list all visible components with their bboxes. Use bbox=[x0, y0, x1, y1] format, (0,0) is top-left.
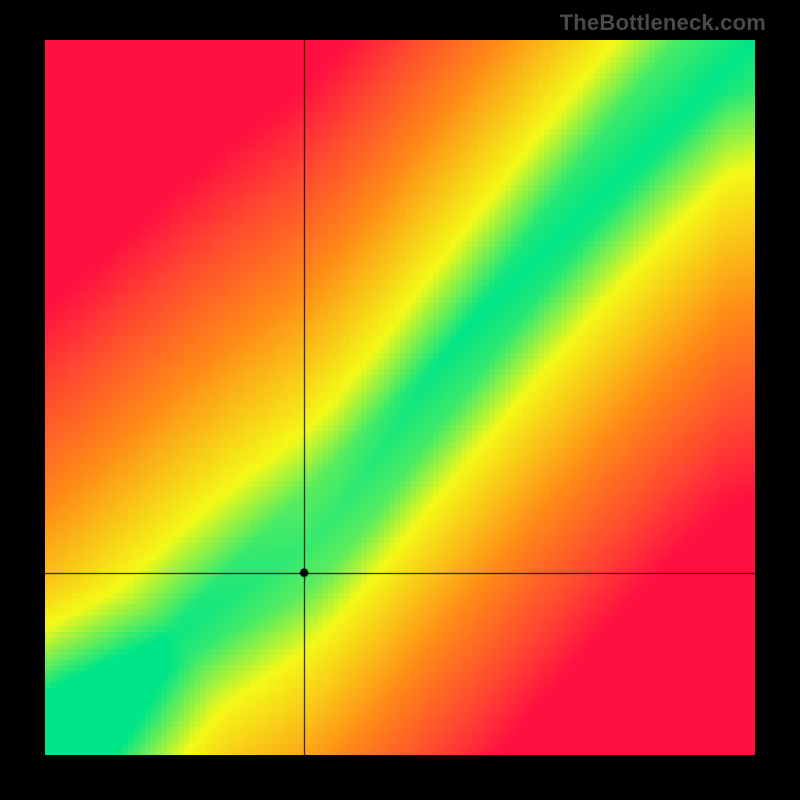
chart-container: TheBottleneck.com bbox=[0, 0, 800, 800]
crosshair-overlay bbox=[45, 40, 755, 755]
watermark-text: TheBottleneck.com bbox=[560, 10, 766, 36]
